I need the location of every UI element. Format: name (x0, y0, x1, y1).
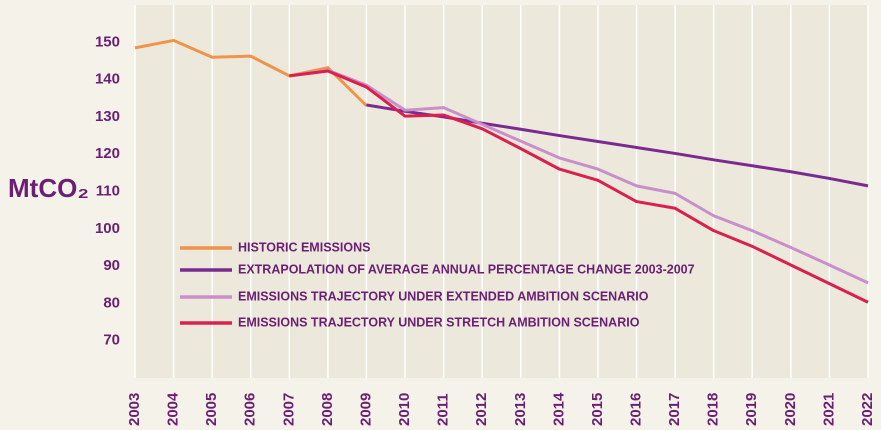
x-tick-label: 2009 (357, 393, 374, 426)
series-line (289, 69, 869, 304)
legend-label: EXTRAPOLATION OF AVERAGE ANNUAL PERCENTA… (238, 262, 695, 276)
series-line (134, 38, 368, 107)
x-tick-label: 2020 (782, 393, 799, 426)
legend-label: EMISSIONS TRAJECTORY UNDER STRETCH AMBIT… (238, 315, 640, 329)
y-tick-label: 140 (95, 71, 120, 88)
y-tick-label: 120 (95, 145, 120, 162)
legend-label: EMISSIONS TRAJECTORY UNDER EXTENDED AMBI… (238, 289, 649, 303)
x-tick-label: 2019 (743, 393, 760, 426)
y-tick-label: 80 (103, 294, 120, 311)
x-tick-label: 2017 (666, 393, 683, 426)
x-tick-label: 2018 (705, 393, 722, 426)
x-tick-label: 2010 (396, 393, 413, 426)
x-tick-label: 2022 (859, 393, 876, 426)
y-tick-label: 110 (96, 182, 120, 199)
series-line (289, 68, 869, 285)
x-tick-label: 2016 (627, 393, 644, 426)
x-tick-label: 2021 (820, 393, 837, 426)
x-tick-label: 2013 (512, 393, 529, 426)
x-tick-label: 2015 (589, 393, 606, 426)
y-axis-label: MtCO₂ (8, 173, 89, 203)
y-tick-label: 100 (95, 220, 120, 237)
x-tick-label: 2011 (435, 393, 452, 426)
x-tick-label: 2007 (280, 393, 297, 426)
y-tick-label: 150 (95, 33, 120, 50)
y-tick-label: 90 (103, 257, 120, 274)
x-tick-label: 2004 (165, 392, 182, 426)
x-tick-label: 2003 (126, 393, 143, 426)
x-tick-label: 2014 (550, 392, 567, 426)
y-tick-label: 130 (95, 108, 120, 125)
x-tick-label: 2012 (473, 393, 490, 426)
x-tick-label: 2005 (203, 393, 220, 426)
plot-area (135, 5, 868, 378)
legend-label: HISTORIC EMISSIONS (238, 240, 370, 254)
x-tick-label: 2008 (319, 393, 336, 426)
x-tick-label: 2006 (242, 393, 259, 426)
y-tick-label: 70 (103, 332, 120, 349)
